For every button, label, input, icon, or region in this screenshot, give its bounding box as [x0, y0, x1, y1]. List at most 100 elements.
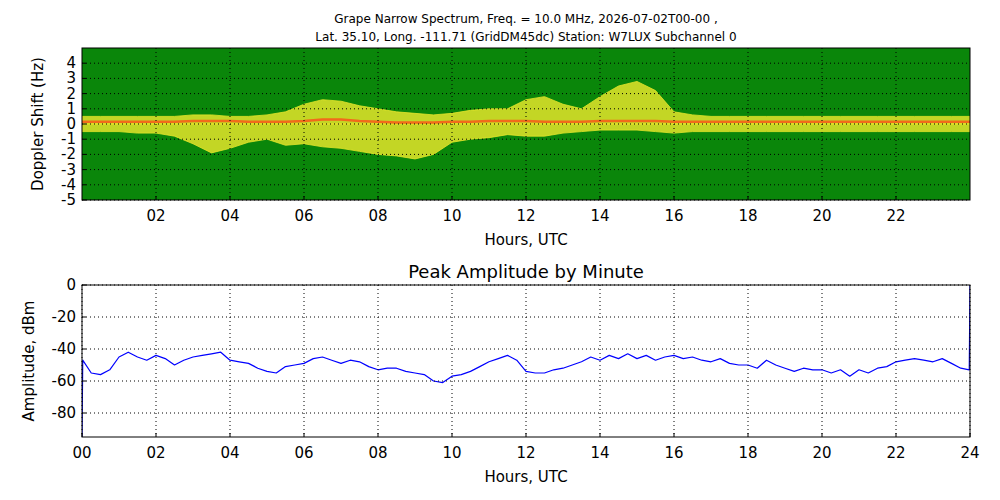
tick-mark	[82, 78, 86, 79]
x-tick-label: 04	[220, 444, 239, 462]
x-tick-label: 14	[590, 444, 609, 462]
tick-mark	[304, 433, 305, 437]
x-tick-label: 12	[516, 444, 535, 462]
grid-line	[82, 349, 970, 350]
y-tick-label: 0	[66, 276, 76, 294]
grid-line	[82, 124, 970, 125]
marks	[82, 285, 970, 437]
tick-mark	[82, 93, 86, 94]
x-tick-label: 24	[960, 444, 979, 462]
tick-mark	[526, 196, 527, 200]
grid-line	[748, 48, 749, 200]
grid-line	[82, 78, 970, 79]
x-tick-label: 00	[72, 444, 91, 462]
grid-line	[600, 48, 601, 200]
tick-mark	[82, 413, 86, 414]
tick-mark	[82, 317, 86, 318]
tick-mark	[822, 433, 823, 437]
tick-mark	[82, 63, 86, 64]
x-tick-label: 18	[738, 444, 757, 462]
grid-line	[82, 413, 970, 414]
x-axis-title: Hours, UTC	[484, 231, 567, 249]
grid-line	[526, 285, 527, 437]
grid-line	[378, 285, 379, 437]
x-tick-label: 08	[368, 207, 387, 225]
grid-line	[156, 48, 157, 200]
grid-line	[896, 285, 897, 437]
grid-line	[82, 169, 970, 170]
x-tick-label: 20	[812, 207, 831, 225]
grid-line	[896, 48, 897, 200]
x-tick-label: 06	[294, 207, 313, 225]
y-tick-label: -60	[52, 372, 77, 390]
x-tick-label: 08	[368, 444, 387, 462]
x-tick-label: 10	[442, 207, 461, 225]
grid-line	[304, 285, 305, 437]
grid-line	[304, 48, 305, 200]
y-tick-label: -20	[52, 308, 77, 326]
y-tick-label: 4	[66, 54, 76, 72]
x-axis-title: Hours, UTC	[484, 468, 567, 486]
figure: 0204060810121416182022-5-4-3-2-101234Gra…	[0, 0, 1000, 500]
plot-background	[82, 285, 970, 437]
y-axis-title: Doppler Shift (Hz)	[29, 57, 47, 191]
chart-title: Grape Narrow Spectrum, Freq. = 10.0 MHz,…	[334, 12, 717, 26]
tick-mark	[896, 196, 897, 200]
x-tick-label: 06	[294, 444, 313, 462]
tick-mark	[82, 169, 86, 170]
tick-mark	[822, 196, 823, 200]
x-tick-label: 16	[664, 207, 683, 225]
tick-mark	[156, 433, 157, 437]
x-tick-label: 14	[590, 207, 609, 225]
x-tick-label: 12	[516, 207, 535, 225]
tick-mark	[82, 381, 86, 382]
tick-mark	[230, 196, 231, 200]
tick-mark	[748, 196, 749, 200]
grid-line	[452, 285, 453, 437]
grid-line	[748, 285, 749, 437]
x-tick-label: 04	[220, 207, 239, 225]
tick-mark	[82, 108, 86, 109]
y-tick-label: -40	[52, 340, 77, 358]
x-tick-label: 22	[886, 207, 905, 225]
tick-mark	[526, 433, 527, 437]
spread-area	[82, 124, 970, 159]
grid-line	[82, 154, 970, 155]
grid-line	[82, 63, 970, 64]
grid-line	[230, 285, 231, 437]
x-tick-label: 02	[146, 207, 165, 225]
x-tick-label: 10	[442, 444, 461, 462]
tick-mark	[674, 433, 675, 437]
grid-line	[822, 285, 823, 437]
chart-subtitle: Lat. 35.10, Long. -111.71 (GridDM45dc) S…	[315, 30, 736, 44]
tick-mark	[674, 196, 675, 200]
plot-frame	[82, 48, 970, 200]
grid-line	[82, 184, 970, 185]
tick-mark	[378, 196, 379, 200]
tick-mark	[304, 196, 305, 200]
data-line	[82, 285, 970, 437]
y-tick-label: -80	[52, 404, 77, 422]
chart-title: Peak Amplitude by Minute	[408, 261, 644, 282]
x-tick-label: 20	[812, 444, 831, 462]
grid-line	[156, 285, 157, 437]
tick-mark	[156, 196, 157, 200]
x-tick-label: 22	[886, 444, 905, 462]
tick-mark	[82, 124, 86, 125]
plot-frame	[82, 285, 970, 437]
grid-line	[82, 317, 970, 318]
grid-line	[82, 139, 970, 140]
tick-mark	[82, 349, 86, 350]
grid-line	[82, 381, 970, 382]
tick-mark	[378, 433, 379, 437]
grid-line	[452, 48, 453, 200]
grid-line	[82, 93, 970, 94]
tick-mark	[896, 433, 897, 437]
tick-mark	[82, 139, 86, 140]
plot-background	[82, 48, 970, 200]
x-tick-label: 02	[146, 444, 165, 462]
grid-line	[82, 108, 970, 109]
grid-line	[600, 285, 601, 437]
tick-mark	[82, 154, 86, 155]
x-tick-label: 18	[738, 207, 757, 225]
